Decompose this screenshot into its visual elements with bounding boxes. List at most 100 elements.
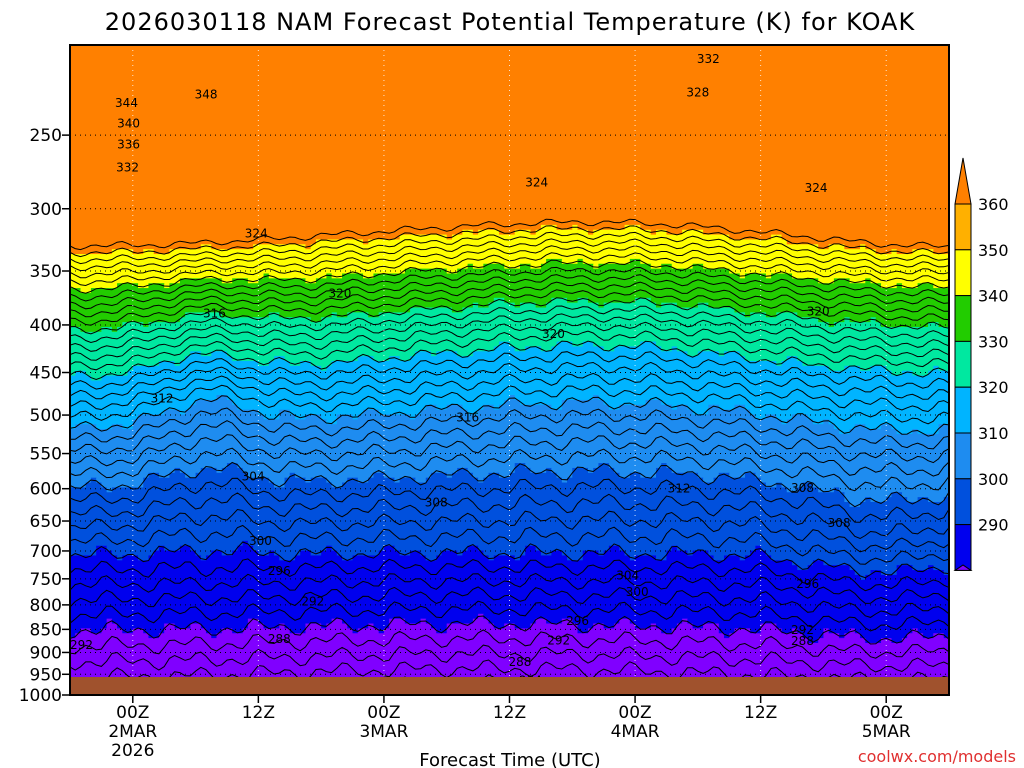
contour-label-text: 336: [117, 138, 140, 152]
contour-fill-bands: [70, 45, 949, 677]
contour-label-text: 284: [519, 674, 542, 688]
contour-lines: [70, 218, 949, 677]
contour-label: 348: [195, 87, 218, 101]
contour-label: 300: [249, 534, 272, 548]
x-tick-label: 12Z: [493, 703, 526, 723]
x-tick-label: 12Z: [744, 703, 777, 723]
x-tick-label: 00Z: [367, 703, 400, 723]
contour-label: 320: [329, 286, 352, 300]
contour-label: 324: [245, 227, 268, 241]
contour-label-text: 324: [245, 227, 268, 241]
contour-label-text: 316: [456, 410, 479, 424]
contour-label: 288: [509, 655, 532, 669]
contour-label: 288: [268, 632, 291, 646]
contour-label-text: 312: [668, 482, 691, 496]
contour-label-text: 320: [329, 286, 352, 300]
contour-label-text: 288: [509, 655, 532, 669]
colorbar-tick-label: 300: [978, 470, 1009, 489]
x-tick-label: 00Z: [618, 703, 651, 723]
contour-label: 324: [805, 181, 828, 195]
contour-label-text: 308: [425, 496, 448, 510]
contour-label-text: 328: [686, 86, 709, 100]
contour-label-text: 332: [697, 52, 720, 66]
colorbar-tick-label: 360: [978, 195, 1009, 214]
x-tick-label: 12Z: [242, 703, 275, 723]
contour-label: 324: [525, 175, 548, 189]
contour-label: 284: [519, 674, 542, 688]
x-tick-label: 00Z: [870, 703, 903, 723]
contour-label-text: 292: [70, 638, 93, 652]
colorbar-segment: [954, 340, 972, 388]
contour-label: 320: [542, 327, 565, 341]
x-tick-date: 5MAR: [862, 722, 911, 742]
contour-label: 308: [791, 481, 814, 495]
colorbar-segment: [954, 478, 972, 526]
y-tick-label: 950: [30, 665, 62, 685]
contour-label: 340: [117, 117, 140, 131]
contour-label: 316: [203, 307, 226, 321]
contour-label-text: 296: [566, 614, 589, 628]
contour-label-text: 308: [828, 516, 851, 530]
contour-label-text: 324: [805, 181, 828, 195]
y-tick-label: 600: [30, 480, 62, 500]
y-tick-label: 850: [30, 620, 62, 640]
colorbar: 360 350 340 330 320 310 300 290: [953, 157, 1009, 571]
y-axis: 250 300 350 400 450 500 550 600 650 700 750 800 850 9…: [19, 126, 70, 706]
contour-label-text: 344: [115, 96, 138, 110]
contour-label: 296: [566, 614, 589, 628]
plot-area: 344 348 340 336 332 332 328 324 324 324 320 320 320 3…: [70, 45, 949, 688]
contour-label-text: 324: [525, 175, 548, 189]
contour-label: 312: [668, 482, 691, 496]
x-tick-year: 2026: [111, 741, 154, 761]
contour-label-text: 340: [117, 117, 140, 131]
y-tick-label: 400: [30, 316, 62, 336]
contour-label-text: 320: [807, 305, 830, 319]
colorbar-segment: [954, 524, 972, 571]
contour-label: 304: [616, 569, 639, 583]
contour-label: 296: [268, 564, 291, 578]
colorbar-tick-label: 310: [978, 424, 1009, 443]
contour-label: 288: [791, 634, 814, 648]
contour-label-text: 304: [616, 569, 639, 583]
y-tick-label: 900: [30, 643, 62, 663]
colorbar-top-arrow: [954, 157, 972, 205]
contour-label: 336: [117, 138, 140, 152]
contour-label: 316: [456, 410, 479, 424]
contour-label: 332: [116, 161, 139, 175]
contour-label-text: 296: [796, 577, 819, 591]
y-tick-label: 750: [30, 570, 62, 590]
contour-label-text: 332: [116, 161, 139, 175]
contour-label-text: 304: [242, 469, 265, 483]
contour-label-text: 348: [195, 87, 218, 101]
colorbar-bottom-arrow: [953, 564, 973, 571]
chart-title: 2026030118 NAM Forecast Potential Temper…: [105, 8, 916, 36]
colorbar-tick-label: 340: [978, 287, 1009, 306]
contour-label-text: 296: [268, 564, 291, 578]
y-tick-label: 450: [30, 364, 62, 384]
contour-label: 292: [547, 634, 570, 648]
colorbar-segment: [954, 386, 972, 434]
colorbar-tick-label: 330: [978, 332, 1009, 351]
contour-label-text: 312: [151, 392, 174, 406]
colorbar-segment: [954, 249, 972, 297]
contour-labels: 344 348 340 336 332 332 328 324 324 324 320 320 320 3…: [70, 52, 851, 688]
colorbar-segment: [954, 203, 972, 251]
contour-label-text: 292: [547, 634, 570, 648]
contour-label-text: 292: [301, 594, 324, 608]
y-tick-label: 250: [30, 126, 62, 146]
contour-label: 332: [697, 52, 720, 66]
colorbar-tick-label: 320: [978, 378, 1009, 397]
x-tick-label: 00Z: [116, 703, 149, 723]
x-axis-label: Forecast Time (UTC): [419, 750, 600, 768]
contour-label-text: 300: [249, 534, 272, 548]
y-tick-label: 350: [30, 262, 62, 282]
y-tick-label: 550: [30, 445, 62, 465]
contour-label: 308: [425, 496, 448, 510]
contour-label: 312: [151, 392, 174, 406]
credit-text: coolwx.com/models: [858, 747, 1016, 766]
contour-label: 320: [807, 305, 830, 319]
contour-label: 292: [791, 623, 814, 637]
x-tick-date: 2MAR: [108, 722, 157, 742]
